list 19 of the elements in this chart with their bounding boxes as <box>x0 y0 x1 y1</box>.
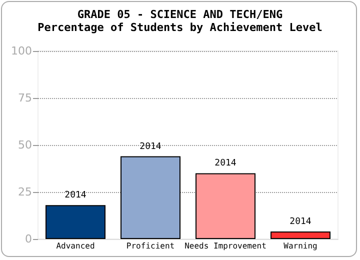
y-tick-label: 0 <box>25 232 32 246</box>
bar <box>270 231 330 239</box>
text: 2014 <box>140 142 162 152</box>
series-label: 2014 <box>64 190 86 201</box>
x-tick-label: Warning <box>284 242 318 250</box>
chart-title: GRADE 05 - SCIENCE AND TECH/ENG <box>77 8 284 21</box>
y-tick-label: 50 <box>18 138 32 152</box>
x-tick-label: Proficient <box>126 242 175 250</box>
y-tick-label: 25 <box>18 186 32 198</box>
x-tick-label: Advanced <box>56 242 95 250</box>
bar <box>46 205 106 239</box>
chart-subtitle: Percentage of Students by Achievement Level <box>38 21 322 34</box>
x-tick-label: Needs Improvement <box>184 242 267 250</box>
bar <box>196 173 256 239</box>
y-tick-label: 75 <box>18 92 32 104</box>
text: 2014 <box>214 158 236 169</box>
text: 2014 <box>290 216 312 227</box>
y-tick-label: 100 <box>11 44 32 58</box>
bar <box>120 156 180 239</box>
